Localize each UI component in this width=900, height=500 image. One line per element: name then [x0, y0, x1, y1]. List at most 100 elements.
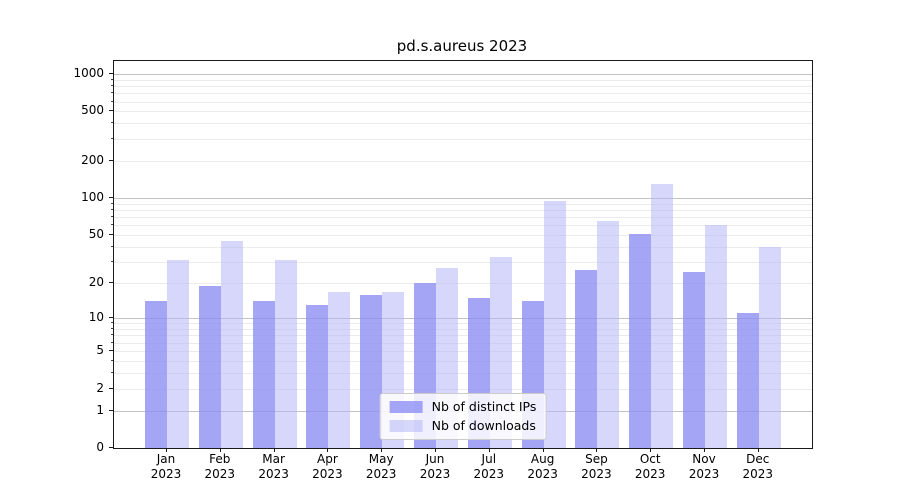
plot-area: Nb of distinct IPs Nb of downloads — [113, 60, 813, 449]
x-tick-label-year: 2023 — [258, 467, 289, 481]
x-tick-label-month: Nov — [692, 452, 716, 466]
x-tick-mark — [435, 448, 436, 452]
bar-downloads-feb — [220, 240, 243, 448]
gridline-minor — [114, 283, 812, 285]
x-tick-mark — [273, 448, 275, 452]
y-minor-tick-mark — [111, 209, 113, 210]
bar-downloads-oct — [651, 184, 674, 448]
y-tick-mark — [109, 317, 113, 319]
legend: Nb of distinct IPs Nb of downloads — [379, 393, 547, 440]
y-minor-tick-mark — [111, 137, 113, 139]
gridline-minor — [114, 225, 812, 227]
legend-item-distinct-ips: Nb of distinct IPs — [389, 399, 536, 414]
y-tick-label: 500 — [81, 103, 104, 118]
gridline-major — [114, 198, 812, 200]
gridline-minor — [114, 93, 812, 95]
x-tick-mark — [488, 448, 490, 452]
legend-label-downloads: Nb of downloads — [431, 418, 536, 433]
bar-downloads-sep — [597, 221, 620, 448]
bar-distinct-ips-apr — [306, 305, 329, 448]
x-tick-mark — [219, 448, 221, 452]
y-minor-tick-mark — [111, 92, 113, 94]
gridline-major — [114, 73, 812, 75]
gridline-minor — [114, 138, 812, 140]
y-tick-mark — [109, 409, 113, 411]
x-tick-label: Dec 2023 — [730, 452, 786, 482]
y-minor-tick-mark — [111, 224, 113, 226]
gridline-minor — [114, 335, 812, 337]
chart-title: pd.s.aureus 2023 — [396, 37, 528, 55]
gridline-minor — [114, 262, 812, 263]
x-tick-label: Nov 2023 — [676, 452, 732, 482]
gridline-minor — [114, 372, 812, 374]
y-tick-label: 200 — [81, 152, 104, 167]
x-tick-label-year: 2023 — [473, 467, 505, 481]
x-tick-label: Apr 2023 — [299, 452, 355, 482]
y-minor-tick-mark — [111, 261, 113, 262]
x-tick-label-year: 2023 — [365, 467, 397, 481]
bar-distinct-ips-dec — [736, 313, 759, 448]
gridline-minor — [114, 235, 812, 237]
x-tick-label-year: 2023 — [527, 467, 558, 481]
gridline-minor — [114, 210, 812, 211]
gridline-minor — [114, 111, 812, 113]
x-tick-label-year: 2023 — [634, 467, 666, 481]
x-tick-mark — [166, 448, 167, 452]
bar-distinct-ips-feb — [198, 285, 221, 448]
y-tick-mark — [109, 447, 113, 448]
gridline-major — [114, 318, 812, 320]
y-tick-label: 5 — [96, 343, 104, 357]
x-tick-label-month: Oct — [639, 452, 661, 466]
x-tick-label-year: 2023 — [742, 467, 774, 481]
x-tick-label: May 2023 — [353, 452, 409, 482]
x-tick-mark — [704, 448, 705, 452]
gridline-minor — [114, 246, 812, 248]
x-tick-label-month: Mar — [262, 452, 285, 466]
x-tick-label-month: Jun — [425, 452, 445, 466]
x-tick-label-month: Jan — [156, 452, 176, 466]
x-tick-label: Mar 2023 — [246, 452, 302, 482]
y-tick-label: 20 — [88, 275, 104, 290]
y-tick-label: 2 — [96, 380, 104, 395]
x-tick-label-year: 2023 — [312, 467, 343, 481]
x-tick-label-month: Apr — [317, 452, 338, 466]
x-tick-mark — [327, 448, 329, 452]
x-tick-label-year: 2023 — [419, 467, 451, 481]
bar-downloads-nov — [705, 225, 727, 448]
y-minor-tick-mark — [111, 341, 113, 343]
bar-distinct-ips-sep — [575, 269, 598, 448]
legend-swatch-distinct-ips — [389, 400, 423, 413]
x-tick-label-year: 2023 — [688, 467, 720, 481]
y-minor-tick-mark — [111, 245, 113, 247]
y-minor-tick-mark — [111, 371, 113, 373]
gridline-minor — [114, 79, 812, 81]
y-minor-tick-mark — [111, 322, 113, 324]
y-minor-tick-mark — [111, 100, 113, 102]
gridline-minor — [114, 203, 812, 205]
x-tick-label: Oct 2023 — [622, 452, 678, 482]
x-tick-label: Jun 2023 — [407, 452, 463, 482]
x-tick-mark — [542, 448, 544, 452]
gridline-minor — [114, 329, 812, 330]
y-tick-mark — [109, 159, 113, 161]
gridline-minor — [114, 351, 812, 352]
x-tick-label-month: Aug — [530, 452, 555, 466]
bar-downloads-mar — [274, 260, 297, 448]
x-tick-label-month: Dec — [746, 452, 770, 466]
y-tick-mark — [109, 197, 113, 199]
y-minor-tick-mark — [111, 78, 113, 80]
gridline-minor — [114, 123, 812, 125]
gridline-minor — [114, 360, 812, 362]
gridline-minor — [114, 85, 812, 87]
y-minor-tick-mark — [111, 122, 113, 124]
y-tick-mark — [109, 72, 113, 74]
gridline-minor — [114, 217, 812, 219]
y-tick-mark — [109, 110, 113, 112]
x-tick-label: Aug 2023 — [515, 452, 571, 482]
x-tick-label-month: Sep — [585, 452, 608, 466]
y-minor-tick-mark — [111, 328, 113, 329]
y-tick-label: 100 — [81, 190, 104, 205]
gridline-minor — [114, 388, 812, 390]
y-tick-label: 10 — [88, 310, 104, 325]
